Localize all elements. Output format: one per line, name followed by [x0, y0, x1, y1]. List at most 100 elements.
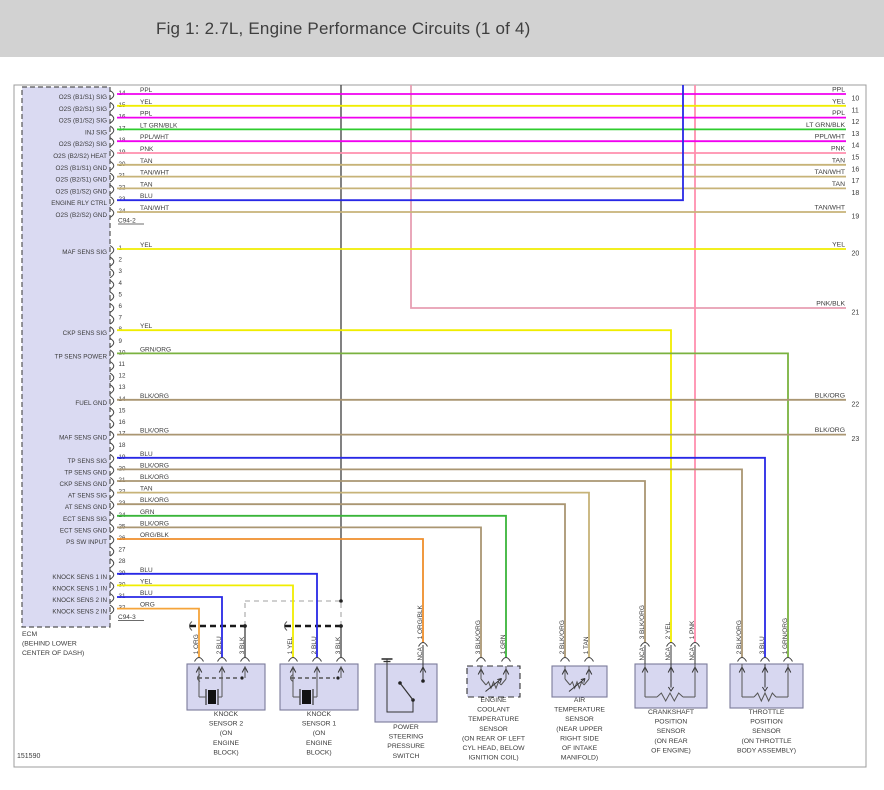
throttle-position-sensor-label: POSITION: [750, 719, 783, 726]
ecm-signal-label: FUEL GND: [75, 400, 107, 407]
wire-color-label: BLK: [239, 636, 246, 649]
component-pin-number: 2: [216, 650, 223, 654]
engine-coolant-temperature-sensor-label: (ON REAR OF LEFT: [462, 735, 525, 742]
air-temperature-sensor-box: [551, 665, 608, 698]
ecm-pin-connector-arc: [109, 303, 115, 313]
wire-BLU-pin19: [117, 456, 766, 658]
knock-sensor-1-label: SENSOR 1: [302, 721, 337, 728]
ecm-pin-connector-arc: [109, 395, 115, 406]
lead: [480, 678, 487, 686]
component-pin-connector-arc: [240, 657, 250, 662]
ecm-pin-connector-arc: [109, 407, 115, 418]
wire-color-label: BLK/ORG: [140, 428, 169, 435]
wire-color-label: BLK/ORG: [140, 462, 169, 469]
diagram-border: [13, 84, 867, 768]
ecm-pin-connector-arc: [109, 245, 115, 255]
ecm-pin-number: 13: [119, 384, 126, 391]
wire-color-label: BLK/ORG: [639, 605, 646, 634]
wire-color-label: PPL/WHT: [140, 134, 169, 141]
ecm-label: ECM: [22, 631, 37, 638]
ecm-pin-connector-arc: [109, 326, 115, 337]
component-pin-number: 2: [311, 650, 318, 654]
ecm-signal-label: O2S (B2/S1) SIG: [59, 106, 107, 113]
ecm-pin-connector-arc: [109, 291, 115, 302]
wire-color-label: BLK/ORG: [815, 392, 845, 399]
ecm-signal-label: AT SENS SIG: [68, 493, 107, 500]
circuit-number: 13: [852, 131, 860, 138]
ecm-pin-connector-arc: [109, 511, 115, 522]
wire-BLKORG-pin23: [117, 503, 566, 658]
ecm-signal-label: MAF SENS GND: [59, 435, 107, 442]
wire-color-label: BLU: [759, 636, 766, 649]
component-pin-connector-arc: [666, 642, 676, 647]
ecm-signal-label: ECT SENS GND: [60, 527, 108, 534]
ecm-pin-number: 6: [119, 303, 123, 310]
wire-BLU-pin31: [117, 596, 223, 658]
wire-ORGBLK-pin26: [117, 538, 424, 643]
wire-color-label: PNK/BLK: [816, 301, 845, 308]
throttle-position-sensor-label: SENSOR: [752, 728, 781, 735]
wire-color-label: YEL: [140, 578, 153, 585]
air-temperature-sensor-label: RIGHT SIDE: [560, 735, 599, 742]
crankshaft-position-sensor-label: OF ENGINE): [651, 747, 691, 754]
component-pin-connector-arc: [476, 657, 486, 662]
circuit-number: 19: [852, 214, 860, 221]
ecm-pin-connector-arc: [109, 523, 115, 534]
ecm-pin-number: 4: [119, 280, 123, 287]
circuit-number: 10: [852, 96, 860, 103]
wire-color-label: PPL: [140, 87, 153, 94]
engine-coolant-temperature-sensor-label: ENGINE: [480, 697, 507, 704]
wire-color-label: TAN: [140, 158, 153, 165]
wire-color-label: TAN: [140, 486, 153, 493]
wire-color-label: TAN: [583, 636, 590, 649]
component-pin-connector-arc: [336, 657, 346, 662]
ecm-label: CENTER OF DASH): [22, 650, 84, 657]
circuit-number: 17: [852, 178, 860, 185]
ecm-pin-number: 15: [119, 407, 126, 414]
component-pin-connector-arc: [640, 642, 650, 647]
lead: [583, 678, 590, 686]
arrowhead: [499, 678, 502, 683]
wire-color-label: BLK/ORG: [475, 620, 482, 649]
resistor-zigzag-icon: [485, 680, 502, 690]
wire-color-label: TAN/WHT: [815, 205, 845, 212]
component-pin-number: 1: [689, 635, 696, 639]
wiper-arrow-icon: [667, 686, 675, 692]
ecm-signal-label: O2S (B1/S2) GND: [56, 188, 108, 195]
wire-color-label: BLU: [311, 636, 318, 649]
ecm-signal-label: PS SW INPUT: [66, 539, 107, 546]
power-steering-pressure-switch-box: [374, 663, 438, 723]
shield-junction-dot: [243, 624, 247, 628]
wire-color-label: GRN/ORG: [782, 618, 789, 649]
throttle-position-sensor-label: THROTTLE: [749, 709, 785, 716]
component-pin-number: 1: [417, 635, 424, 639]
circuit-number: 20: [852, 251, 860, 258]
wire-color-label: YEL: [832, 242, 845, 249]
circuit-number: 23: [852, 436, 860, 443]
ecm-signal-label: O2S (B2/S2) SIG: [59, 141, 107, 148]
wire-BLU-pin29: [117, 572, 318, 658]
lead: [500, 678, 507, 686]
wire-color-label: BLK: [335, 636, 342, 649]
component-pin-number: 1: [583, 650, 590, 654]
wire-color-label: BLK/ORG: [140, 474, 169, 481]
component-pin-connector-arc: [194, 657, 204, 662]
ecm-pin-number: 7: [119, 315, 123, 322]
wire-color-label: YEL: [287, 636, 294, 649]
wire-color-label: PNK: [689, 620, 696, 634]
wire-BLKORG-pin21: [117, 480, 646, 643]
ecm-pin-connector-arc: [109, 581, 115, 592]
shield-arc-icon: [189, 621, 193, 631]
wire-color-label: YEL: [140, 323, 153, 330]
circuit-number: 22: [852, 401, 860, 408]
wire-YEL-pin8: [117, 329, 672, 643]
component-pin-number: 2: [559, 650, 566, 654]
ecm-pin-connector-arc: [109, 90, 115, 100]
knock-sensor-2-label: ENGINE: [213, 740, 240, 747]
arrowhead: [580, 678, 586, 681]
circuit-number: 14: [852, 143, 860, 150]
crankshaft-position-sensor-label: POSITION: [655, 719, 688, 726]
ecm-pin-connector-arc: [109, 535, 115, 545]
thermistor-arrow-icon: [568, 678, 586, 692]
wire-color-label: BLU: [140, 451, 153, 458]
